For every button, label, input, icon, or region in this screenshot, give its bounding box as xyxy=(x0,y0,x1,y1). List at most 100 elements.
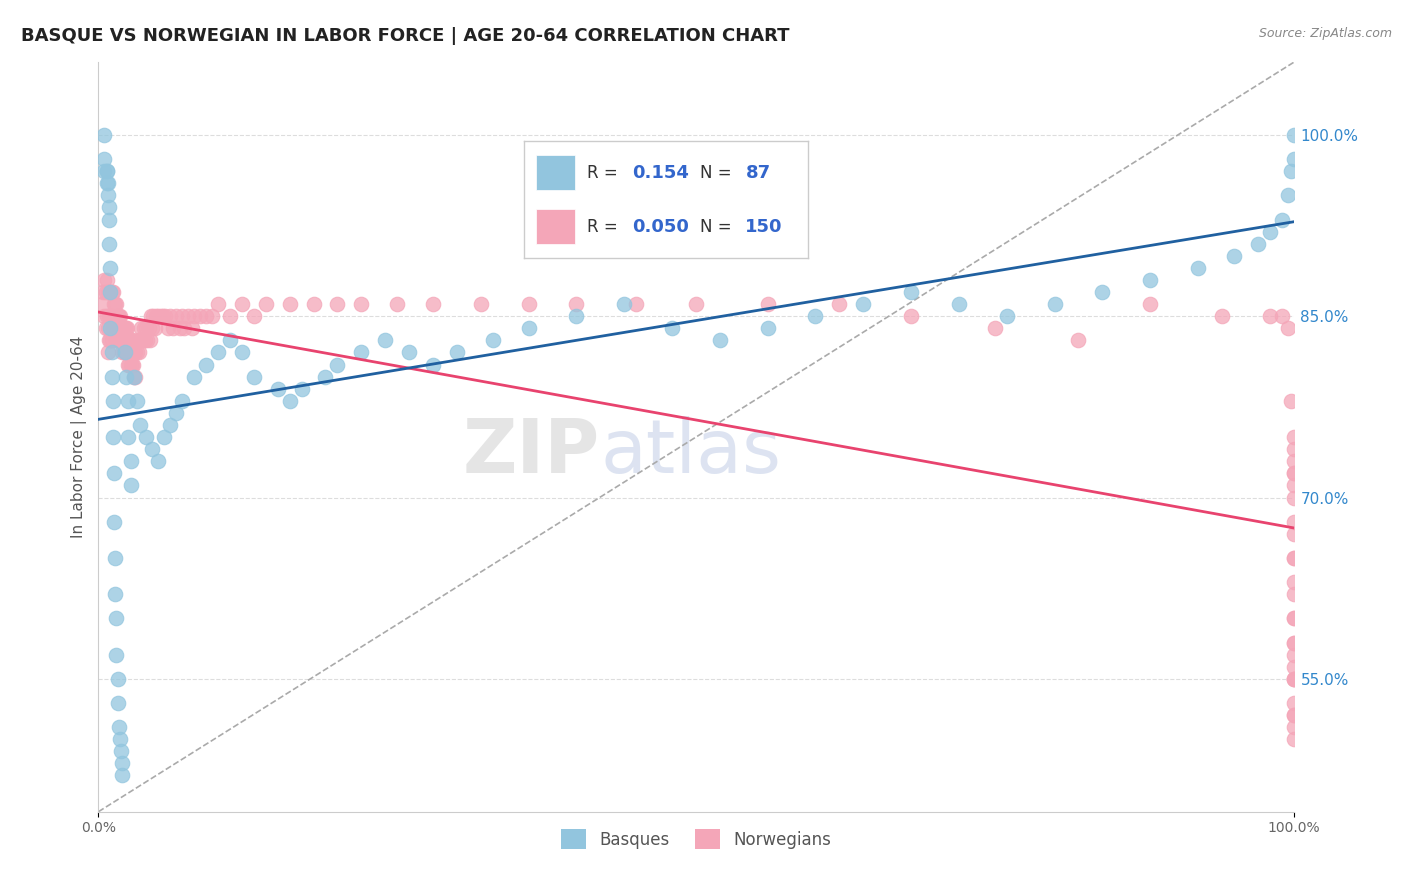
Point xyxy=(1282,732,1305,747)
Point xyxy=(1282,635,1305,649)
Point xyxy=(117,393,139,408)
Point xyxy=(101,321,124,335)
Text: N =: N = xyxy=(700,164,737,182)
Point xyxy=(685,297,707,311)
Point xyxy=(422,297,444,311)
Point xyxy=(110,321,132,335)
Text: ZIP: ZIP xyxy=(463,416,600,489)
Point xyxy=(132,321,155,335)
Point xyxy=(110,334,132,348)
Point xyxy=(108,310,131,324)
Point xyxy=(145,310,167,324)
Point xyxy=(115,321,138,335)
Point xyxy=(131,334,153,348)
Point xyxy=(107,672,129,686)
Point xyxy=(114,345,136,359)
Point xyxy=(852,297,875,311)
Point xyxy=(613,297,636,311)
Point xyxy=(93,310,115,324)
Point xyxy=(188,310,211,324)
Point xyxy=(120,478,142,492)
Point xyxy=(114,321,136,335)
Point xyxy=(517,297,540,311)
Point xyxy=(128,345,150,359)
Point xyxy=(104,321,127,335)
Point xyxy=(96,273,118,287)
Point xyxy=(1043,297,1066,311)
Point xyxy=(98,334,122,348)
Point xyxy=(1282,720,1305,734)
Point xyxy=(1282,478,1305,492)
Point xyxy=(135,321,157,335)
Point xyxy=(661,321,683,335)
Point xyxy=(111,321,134,335)
Point xyxy=(1282,152,1305,166)
Point xyxy=(267,382,290,396)
Point xyxy=(117,334,139,348)
Point xyxy=(302,297,325,311)
Point xyxy=(117,358,139,372)
Point xyxy=(1282,672,1305,686)
Point xyxy=(315,369,337,384)
Point xyxy=(98,285,121,299)
Point xyxy=(278,297,301,311)
Text: 0.154: 0.154 xyxy=(633,164,689,182)
Point xyxy=(159,417,181,432)
Point xyxy=(278,393,301,408)
Point xyxy=(1277,188,1299,202)
Point xyxy=(111,768,134,782)
Point xyxy=(141,321,163,335)
Point xyxy=(139,334,162,348)
Point xyxy=(1282,587,1305,601)
Point xyxy=(1277,321,1299,335)
Point xyxy=(1258,225,1281,239)
Point xyxy=(96,176,118,190)
Point xyxy=(180,321,202,335)
Point xyxy=(165,406,187,420)
Point xyxy=(1282,467,1305,481)
Point xyxy=(129,417,152,432)
Point xyxy=(107,720,129,734)
Point xyxy=(195,310,218,324)
Point xyxy=(93,128,115,142)
Point xyxy=(828,297,851,311)
Point xyxy=(124,345,146,359)
Point xyxy=(1282,442,1305,457)
Point xyxy=(398,345,420,359)
Point xyxy=(1282,611,1305,625)
Point xyxy=(626,297,648,311)
Point xyxy=(1282,550,1305,565)
Point xyxy=(94,285,117,299)
Point xyxy=(201,310,224,324)
Point xyxy=(104,587,127,601)
Point xyxy=(98,334,121,348)
Point xyxy=(1282,515,1305,529)
Text: atlas: atlas xyxy=(600,416,782,489)
Point xyxy=(91,297,114,311)
Point xyxy=(148,310,170,324)
Point xyxy=(118,358,141,372)
Point xyxy=(219,310,242,324)
Point xyxy=(100,334,122,348)
Point xyxy=(103,467,125,481)
Point xyxy=(422,358,444,372)
Point xyxy=(1282,454,1305,468)
Point xyxy=(120,334,142,348)
Point xyxy=(134,334,156,348)
Point xyxy=(93,164,115,178)
Point xyxy=(1282,648,1305,662)
Point xyxy=(96,310,118,324)
Point xyxy=(152,310,174,324)
Point xyxy=(481,334,505,348)
Point xyxy=(98,310,122,324)
Point xyxy=(1271,310,1294,324)
Text: N =: N = xyxy=(700,218,737,235)
Point xyxy=(517,321,540,335)
Text: R =: R = xyxy=(586,164,623,182)
Point xyxy=(124,369,146,384)
Point xyxy=(243,369,266,384)
Point xyxy=(136,334,159,348)
Point xyxy=(1282,128,1305,142)
Point xyxy=(107,696,129,710)
Point xyxy=(1139,297,1161,311)
